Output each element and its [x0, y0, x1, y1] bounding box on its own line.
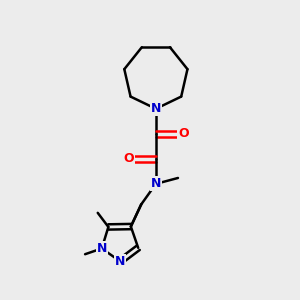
Text: O: O: [123, 152, 134, 165]
Text: N: N: [115, 255, 125, 268]
Text: N: N: [151, 102, 161, 115]
Text: N: N: [151, 177, 161, 190]
Text: N: N: [97, 242, 107, 255]
Text: O: O: [178, 127, 189, 140]
